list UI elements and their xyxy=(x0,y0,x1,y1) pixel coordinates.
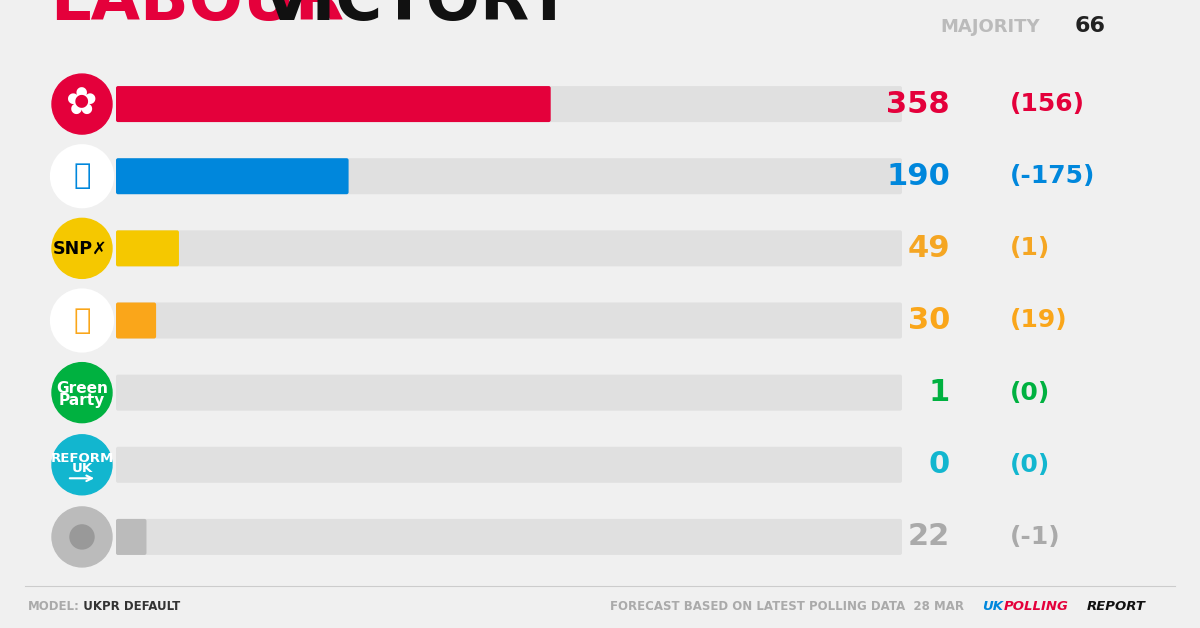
Text: (156): (156) xyxy=(1010,92,1085,116)
Text: REPORT: REPORT xyxy=(1087,600,1146,612)
FancyBboxPatch shape xyxy=(116,447,902,483)
Text: MODEL:: MODEL: xyxy=(28,600,80,612)
Circle shape xyxy=(52,219,112,278)
Circle shape xyxy=(52,362,112,423)
Text: 🌳: 🌳 xyxy=(73,162,91,190)
Text: POLLING: POLLING xyxy=(1004,600,1069,612)
Text: (0): (0) xyxy=(1010,453,1050,477)
Text: FORECAST BASED ON LATEST POLLING DATA  28 MAR: FORECAST BASED ON LATEST POLLING DATA 28… xyxy=(610,600,964,612)
Circle shape xyxy=(52,74,112,134)
FancyBboxPatch shape xyxy=(116,158,902,194)
FancyBboxPatch shape xyxy=(116,375,902,411)
FancyBboxPatch shape xyxy=(116,303,156,338)
Text: Green: Green xyxy=(56,381,108,396)
FancyBboxPatch shape xyxy=(116,86,551,122)
Text: VICTORY: VICTORY xyxy=(240,0,572,33)
FancyBboxPatch shape xyxy=(116,519,146,555)
Text: 190: 190 xyxy=(886,162,950,191)
FancyBboxPatch shape xyxy=(116,519,902,555)
Text: 358: 358 xyxy=(887,90,950,119)
Text: 66: 66 xyxy=(1075,16,1106,36)
Text: (-1): (-1) xyxy=(1010,525,1061,549)
Text: 49: 49 xyxy=(907,234,950,263)
Circle shape xyxy=(70,525,94,549)
Text: LABOUR: LABOUR xyxy=(50,0,344,33)
Text: REFORM: REFORM xyxy=(50,452,114,465)
Text: MAJORITY: MAJORITY xyxy=(940,18,1039,36)
Text: (1): (1) xyxy=(1010,236,1050,261)
Text: UK: UK xyxy=(71,462,92,475)
Text: (-175): (-175) xyxy=(1010,164,1096,188)
FancyBboxPatch shape xyxy=(116,158,348,194)
Text: (0): (0) xyxy=(1010,381,1050,404)
Text: 𓅰: 𓅰 xyxy=(73,306,91,335)
Circle shape xyxy=(52,507,112,567)
FancyBboxPatch shape xyxy=(116,230,902,266)
FancyBboxPatch shape xyxy=(116,230,179,266)
Text: 30: 30 xyxy=(907,306,950,335)
Circle shape xyxy=(52,435,112,495)
Text: 1: 1 xyxy=(929,378,950,407)
FancyBboxPatch shape xyxy=(116,86,902,122)
Text: UK: UK xyxy=(982,600,1003,612)
Text: SNP✗: SNP✗ xyxy=(53,239,107,257)
Text: (19): (19) xyxy=(1010,308,1068,332)
Text: 0: 0 xyxy=(929,450,950,479)
Text: Party: Party xyxy=(59,392,106,408)
Text: ✿: ✿ xyxy=(66,86,97,122)
Text: 22: 22 xyxy=(907,522,950,551)
FancyBboxPatch shape xyxy=(116,303,902,338)
Circle shape xyxy=(52,146,112,206)
Circle shape xyxy=(52,291,112,350)
Text: UKPR DEFAULT: UKPR DEFAULT xyxy=(74,600,180,612)
